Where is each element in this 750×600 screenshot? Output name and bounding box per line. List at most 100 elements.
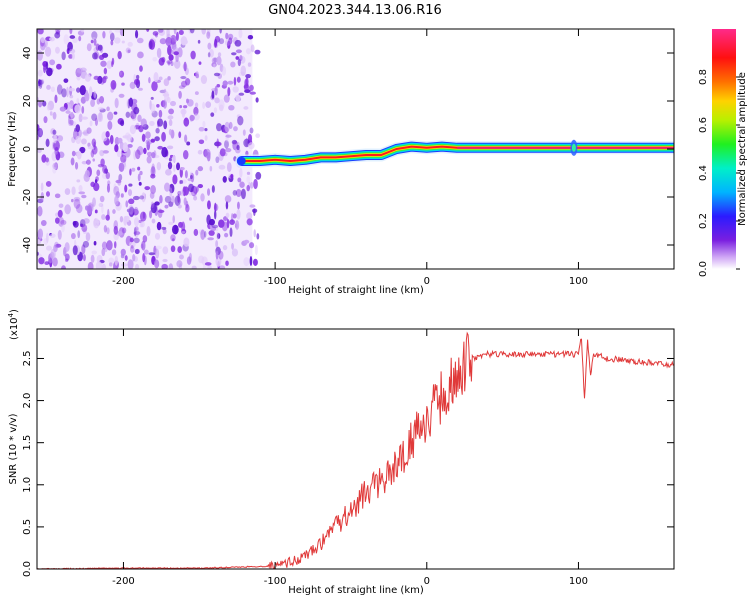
noise-blob xyxy=(148,252,155,256)
noise-blob xyxy=(61,265,66,269)
noise-blob xyxy=(118,93,125,98)
noise-blob xyxy=(221,66,227,76)
noise-blob xyxy=(103,225,107,233)
noise-blob xyxy=(39,127,43,137)
noise-blob xyxy=(216,233,221,239)
noise-blob xyxy=(134,263,140,269)
noise-blob xyxy=(182,186,187,197)
noise-blob xyxy=(54,193,61,199)
xtick-label: -100 xyxy=(264,276,287,287)
noise-blob xyxy=(129,124,137,135)
noise-blob xyxy=(143,147,147,155)
noise-blob xyxy=(81,105,85,114)
noise-blob xyxy=(249,256,253,267)
noise-blob xyxy=(91,31,98,40)
noise-blob xyxy=(216,138,219,149)
noise-blob xyxy=(113,111,118,115)
noise-blob xyxy=(166,145,174,150)
noise-blob xyxy=(180,36,188,46)
noise-blob xyxy=(218,250,224,260)
noise-blob xyxy=(56,63,62,70)
noise-blob xyxy=(122,142,128,153)
ytick-label: 2.5 xyxy=(22,351,33,367)
noise-blob xyxy=(121,263,128,267)
noise-blob xyxy=(58,203,64,208)
noise-blob xyxy=(140,221,145,228)
colorbar: 0.0 0.2 0.4 0.6 0.8 Normalized spectral ampl… xyxy=(698,29,748,277)
noise-blob xyxy=(208,218,215,226)
noise-blob xyxy=(150,138,156,143)
noise-blob xyxy=(191,265,197,269)
noise-blob xyxy=(81,224,88,233)
snr-xlabel: Height of straight line (km) xyxy=(288,585,424,596)
noise-blob xyxy=(113,232,119,241)
noise-blob xyxy=(108,262,113,267)
noise-blob xyxy=(114,144,119,153)
noise-blob xyxy=(154,232,161,240)
noise-blob xyxy=(121,82,125,86)
noise-blob xyxy=(113,225,118,235)
noise-blob xyxy=(95,220,100,224)
noise-blob xyxy=(120,248,126,256)
noise-blob xyxy=(131,115,137,121)
noise-blob xyxy=(155,245,162,250)
noise-blob xyxy=(213,107,218,114)
noise-blob xyxy=(170,100,177,107)
noise-blob xyxy=(118,174,123,181)
noise-blob xyxy=(175,31,179,41)
noise-blob xyxy=(189,29,195,34)
noise-blob xyxy=(151,163,155,174)
noise-blob xyxy=(214,85,218,96)
noise-blob xyxy=(145,139,152,146)
noise-blob xyxy=(172,215,175,223)
noise-blob xyxy=(45,157,49,163)
noise-blob xyxy=(149,210,153,219)
noise-blob xyxy=(102,31,106,39)
noise-blob xyxy=(198,255,205,264)
noise-blob xyxy=(105,171,111,180)
noise-blob xyxy=(133,237,140,244)
noise-blob xyxy=(150,166,156,177)
noise-blob xyxy=(204,148,211,159)
noise-blob xyxy=(166,60,173,65)
noise-blob xyxy=(125,47,131,54)
noise-blob xyxy=(110,40,114,46)
xtick-label: -200 xyxy=(112,276,135,287)
noise-blob xyxy=(141,133,146,142)
noise-blob xyxy=(89,120,93,127)
noise-blob xyxy=(237,201,240,210)
noise-blob xyxy=(210,112,215,117)
noise-blob xyxy=(71,186,76,196)
colorbar-tick-label: 0.2 xyxy=(698,213,709,229)
noise-blob xyxy=(168,221,174,225)
noise-blob xyxy=(113,183,117,191)
noise-blob xyxy=(80,96,86,104)
noise-blob xyxy=(161,263,168,269)
noise-blob xyxy=(114,97,119,109)
noise-blob xyxy=(114,241,117,249)
noise-blob xyxy=(158,57,165,66)
snr-content xyxy=(37,331,674,569)
noise-blob xyxy=(213,63,216,69)
noise-blob xyxy=(82,254,86,262)
noise-blob xyxy=(101,248,106,257)
noise-blob xyxy=(183,105,188,109)
colorbar-gradient xyxy=(712,29,736,269)
noise-blob xyxy=(179,179,184,184)
noise-blob xyxy=(102,164,108,174)
noise-blob xyxy=(86,127,92,134)
noise-blob xyxy=(201,29,207,35)
noise-blob xyxy=(137,114,142,123)
noise-blob xyxy=(101,214,106,220)
noise-blob xyxy=(243,106,249,110)
noise-blob xyxy=(230,173,234,179)
noise-blob xyxy=(100,60,107,67)
ytick-label: -40 xyxy=(22,237,33,253)
noise-blob xyxy=(198,139,205,145)
noise-blob xyxy=(121,227,127,234)
noise-blob xyxy=(242,129,246,136)
noise-blob xyxy=(56,135,64,142)
noise-blob xyxy=(214,35,221,43)
noise-blob xyxy=(45,138,50,147)
noise-blob xyxy=(40,220,47,227)
